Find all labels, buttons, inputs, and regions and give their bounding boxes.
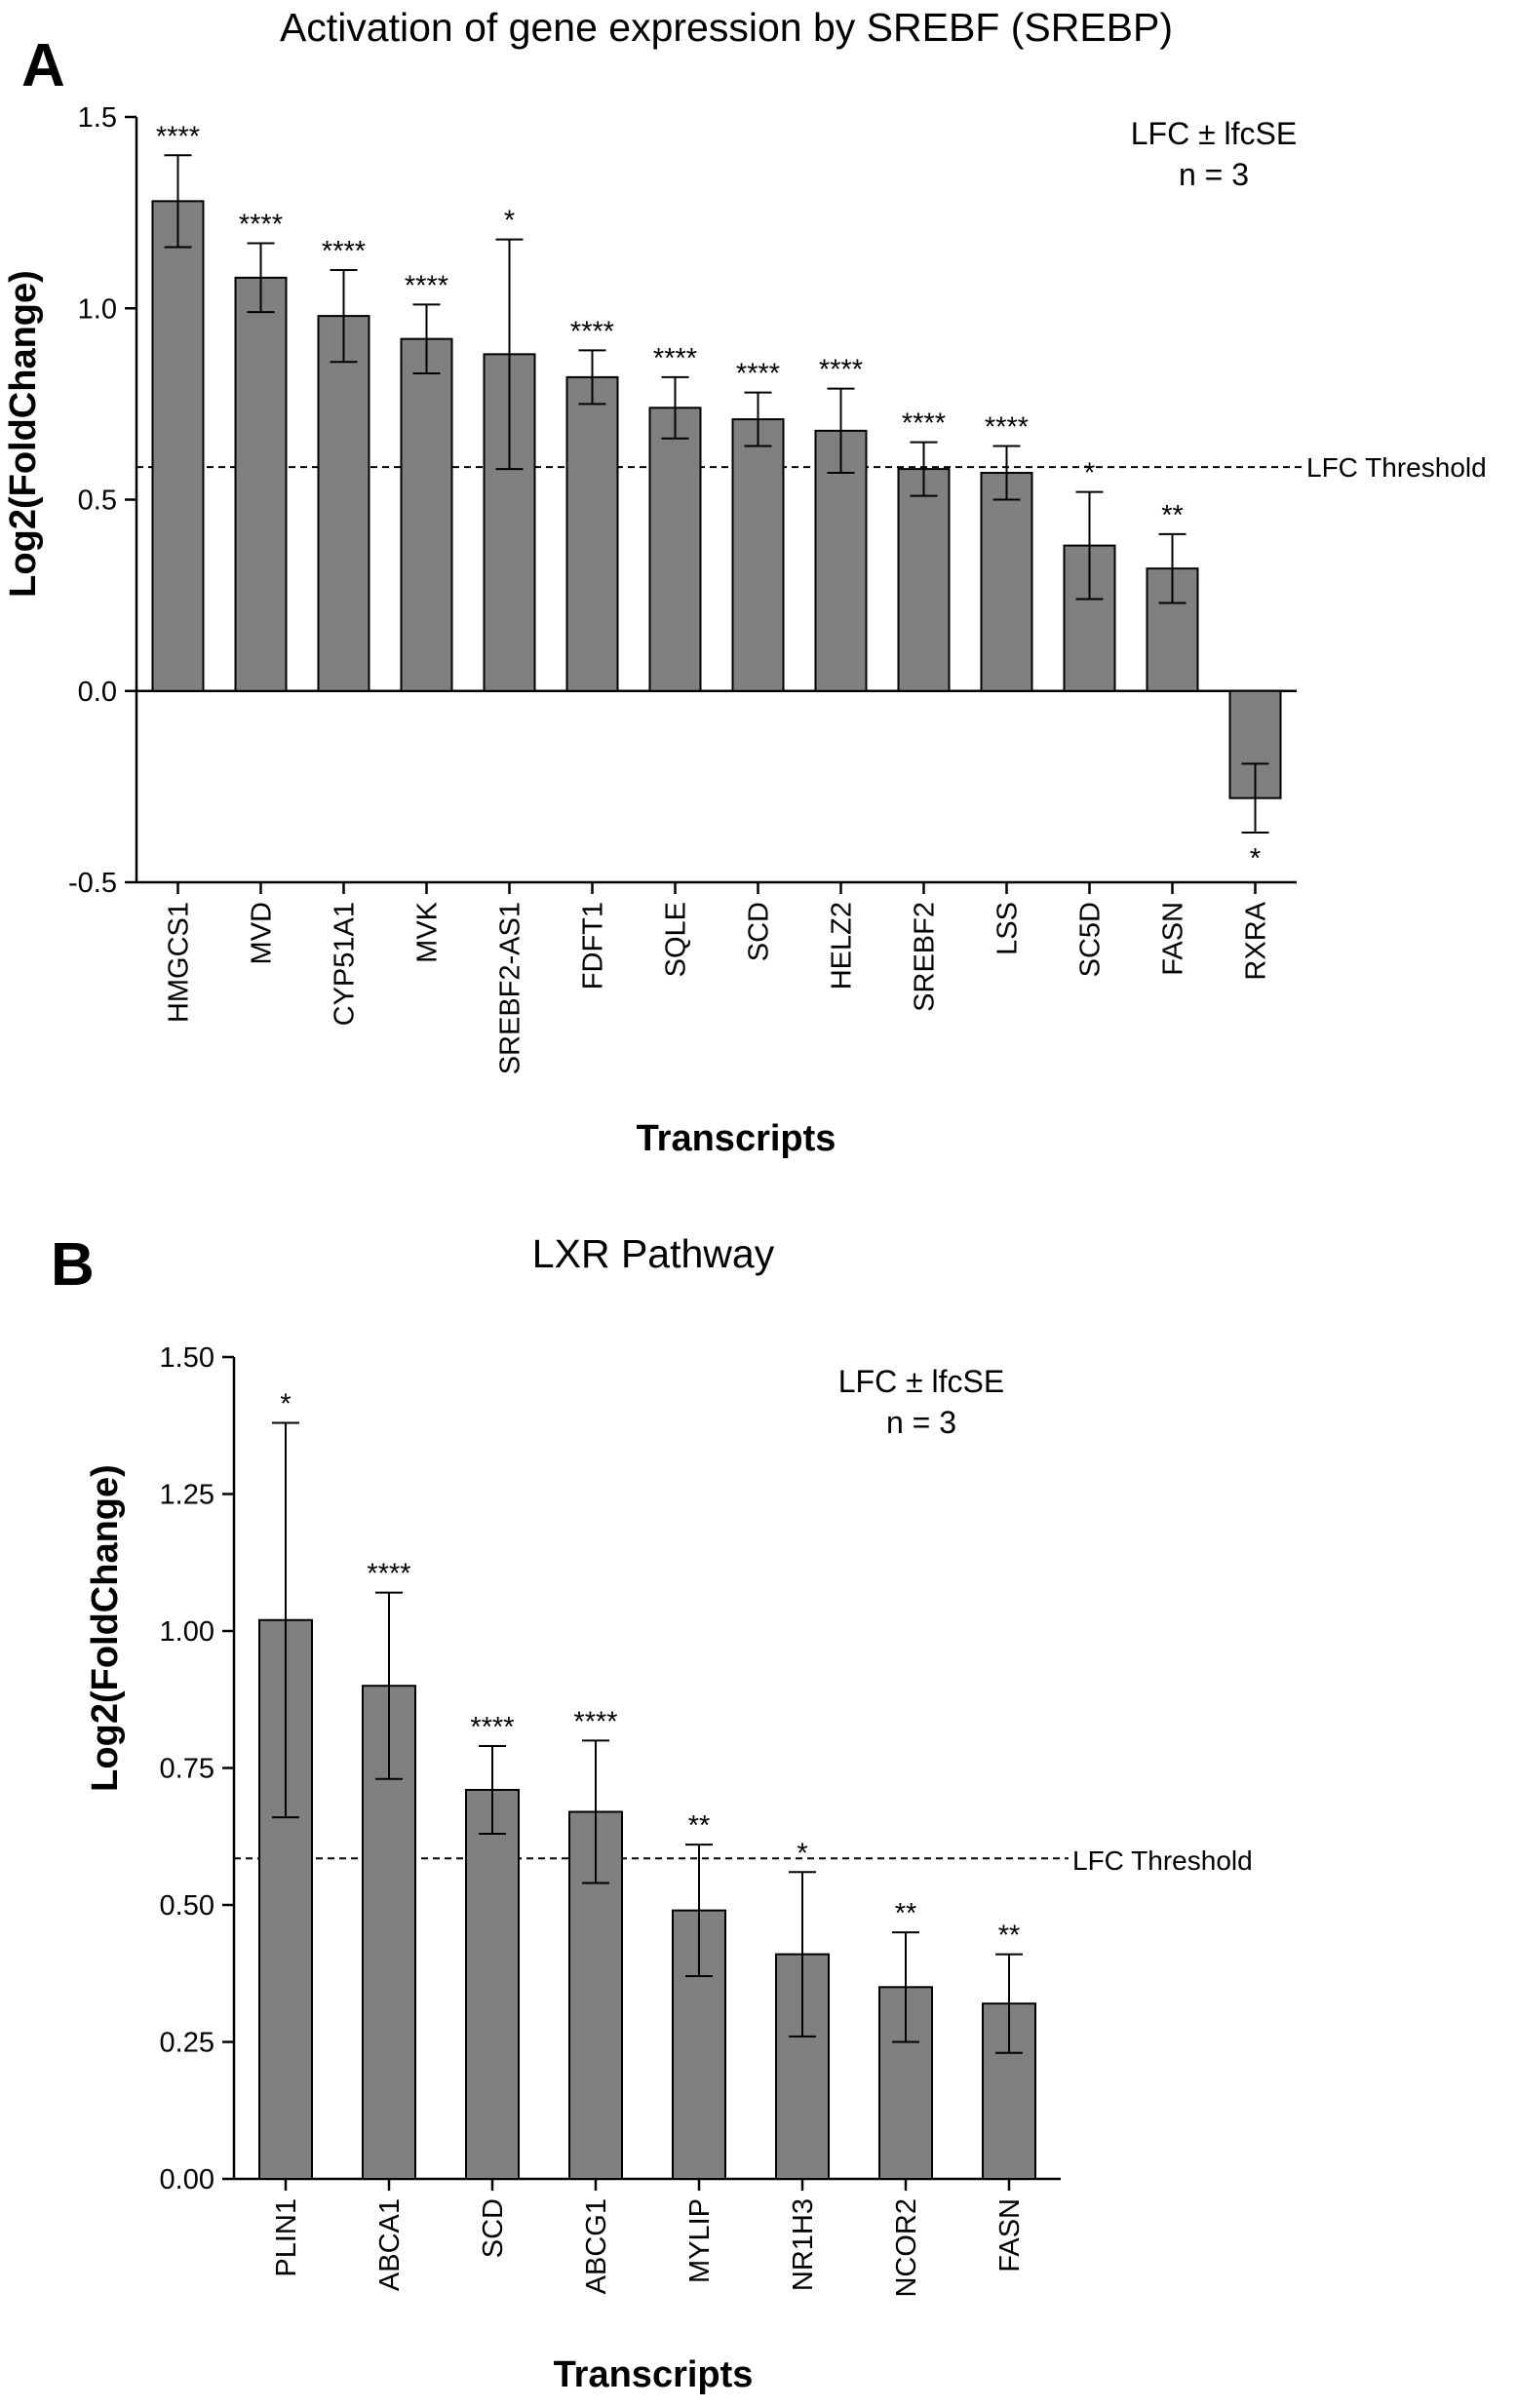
- panel-a-category-label: SQLE: [661, 902, 692, 977]
- panel-a-significance-label: ****: [570, 316, 614, 347]
- panel-a-bar-fdft1: [565, 375, 619, 692]
- panel-a-significance-label: ****: [405, 270, 448, 301]
- panel-a-bar-lss: [980, 472, 1033, 692]
- panel-a-category-label: MVK: [412, 901, 444, 963]
- panel-a-category-label: HELZ2: [827, 902, 858, 990]
- panel-a-category-label: SREBF2-AS1: [495, 902, 526, 1074]
- panel-a-significance-label: ****: [653, 343, 697, 374]
- panel-a-x-axis-label: Transcripts: [637, 1118, 836, 1159]
- panel-b-significance-label: **: [895, 1898, 917, 1929]
- panel-a-title: Activation of gene expression by SREBF (…: [280, 5, 1173, 50]
- panel-b-category-label: ABCG1: [581, 2198, 612, 2294]
- panel-a-y-tick-label: 1.0: [78, 293, 117, 325]
- panel-a-y-axis-label: Log2(FoldChange): [3, 270, 44, 598]
- panel-a-significance-label: ****: [819, 355, 863, 386]
- panel-b-note-line-2: n = 3: [886, 1405, 956, 1440]
- panel-b-title: LXR Pathway: [532, 1231, 775, 1276]
- panel-b-y-tick-label: 0.50: [160, 1890, 214, 1922]
- panel-a-category-label: RXRA: [1241, 901, 1272, 980]
- panel-b-category-label: MYLIP: [684, 2198, 716, 2283]
- panel-a-significance-label: ****: [736, 359, 780, 390]
- panel-b-significance-label: ****: [573, 1706, 617, 1737]
- panel-a-bar-helz2: [814, 429, 868, 692]
- panel-a-significance-label: *: [1250, 843, 1261, 874]
- panel-a-bar-scd: [731, 418, 785, 692]
- panel-a-significance-label: ****: [985, 412, 1029, 444]
- panel-a-bar-sqle: [648, 407, 702, 692]
- panel-b-significance-label: **: [998, 1921, 1021, 1952]
- panel-b-y-axis-label: Log2(FoldChange): [85, 1464, 126, 1792]
- panel-a-category-label: LSS: [992, 902, 1024, 955]
- panel-a-category-label: FASN: [1158, 902, 1189, 976]
- panel-b-significance-label: *: [797, 1838, 807, 1869]
- panel-a-significance-label: *: [1084, 458, 1095, 489]
- panel-b-category-label: ABCA1: [374, 2198, 406, 2291]
- panel-b-y-tick-label: 1.25: [160, 1480, 214, 1511]
- panel-b-letter: B: [51, 1231, 95, 1299]
- panel-a-bar-mvd: [234, 276, 288, 692]
- panel-a-significance-label: ****: [239, 210, 283, 241]
- panel-a-y-tick-label: 0.5: [78, 485, 117, 517]
- panel-a-y-tick-label: 0.0: [78, 677, 117, 708]
- panel-b-chart: B LXR Pathway Log2(FoldChange) Transcrip…: [51, 1231, 1253, 2395]
- panel-b-threshold-label: LFC Threshold: [1072, 1845, 1253, 1876]
- panel-a-note-line-2: n = 3: [1179, 157, 1249, 192]
- panel-b-category-label: NR1H3: [788, 2198, 819, 2291]
- panel-b-y-tick-label: 0.00: [160, 2164, 214, 2195]
- panel-a-category-label: SREBF2: [910, 902, 941, 1012]
- panel-a-category-label: SC5D: [1075, 902, 1107, 977]
- panel-b-category-label: PLIN1: [271, 2198, 302, 2277]
- panel-a-threshold-label: LFC Threshold: [1306, 452, 1487, 483]
- panel-a-letter: A: [21, 32, 65, 99]
- panel-a-category-label: CYP51A1: [330, 902, 361, 1026]
- panel-b-y-tick-label: 0.75: [160, 1754, 214, 1785]
- panel-a-significance-label: ****: [156, 121, 200, 152]
- panel-a-chart: A Activation of gene expression by SREBF…: [3, 5, 1487, 1159]
- panel-a-category-label: HMGCS1: [164, 902, 195, 1023]
- panel-a-bar-hmgcs1: [151, 200, 205, 692]
- panel-a-significance-label: ****: [322, 236, 366, 267]
- panel-b-category-label: NCOR2: [891, 2198, 922, 2298]
- panel-b-y-tick-label: 1.00: [160, 1616, 214, 1648]
- panel-b-category-label: SCD: [478, 2198, 509, 2258]
- panel-b-significance-label: ****: [367, 1559, 410, 1590]
- panel-b-y-tick-label: 0.25: [160, 2028, 214, 2059]
- panel-a-category-label: MVD: [247, 902, 278, 964]
- panel-a-significance-label: *: [504, 206, 515, 237]
- panel-a-note-line-1: LFC ± lfcSE: [1131, 116, 1297, 151]
- panel-b-y-tick-label: 1.50: [160, 1342, 214, 1374]
- panel-b-note-line-1: LFC ± lfcSE: [838, 1364, 1004, 1399]
- panel-a-category-label: FDFT1: [578, 902, 609, 990]
- panel-b-significance-label: **: [688, 1810, 711, 1842]
- panel-a-y-tick-label: 1.5: [78, 102, 117, 134]
- panel-b-category-label: FASN: [994, 2198, 1026, 2272]
- panel-a-significance-label: **: [1161, 500, 1184, 531]
- panel-a-bar-cyp51a1: [317, 315, 370, 692]
- panel-b-significance-label: *: [280, 1388, 291, 1419]
- panel-a-bar-mvk: [400, 337, 453, 692]
- panel-a-significance-label: ****: [902, 408, 946, 440]
- panel-a-bar-srebf2: [897, 468, 951, 692]
- panel-a-category-label: SCD: [744, 902, 775, 961]
- panel-b-bar-scd: [465, 1788, 520, 2180]
- panel-a-y-tick-label: -0.5: [68, 868, 117, 899]
- panel-b-significance-label: ****: [470, 1712, 514, 1743]
- panel-b-x-axis-label: Transcripts: [554, 2354, 754, 2395]
